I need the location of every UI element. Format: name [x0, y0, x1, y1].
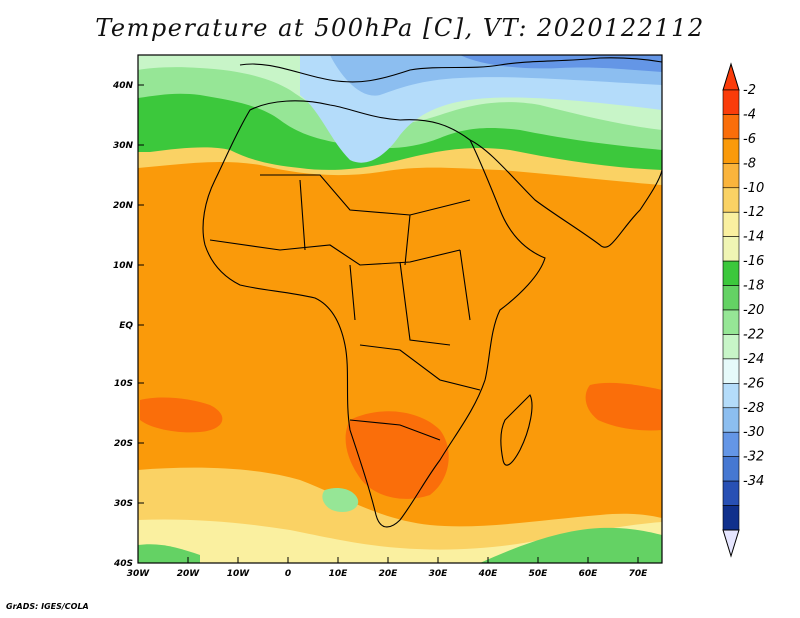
- x-tick-label: 40E: [478, 569, 499, 579]
- x-tick-label: 0: [285, 569, 291, 579]
- colorbar-label: -10: [743, 181, 764, 196]
- y-tick-label: 20N: [113, 201, 134, 211]
- colorbar-swatch: [722, 358, 740, 384]
- arabia-outline: [469, 139, 662, 248]
- temperature-field: [138, 55, 662, 563]
- axis-ticks: [137, 84, 639, 564]
- colorbar-swatch: [722, 163, 740, 189]
- colorbar-swatch: [722, 309, 740, 335]
- colorbar: -2 -4 -6 -8 -10 -12 -14 -16 -18 -20 -22 -24 -26 -28 -3…: [722, 62, 764, 558]
- y-tick-label: 20S: [114, 439, 133, 449]
- y-tick-label: 40N: [112, 81, 134, 91]
- colorbar-swatch: [722, 456, 740, 482]
- y-tick-label: 40S: [113, 559, 133, 569]
- africa-outline: [202, 100, 546, 528]
- field-band-4b: [140, 397, 223, 433]
- x-tick-label: 70E: [629, 569, 649, 579]
- colorbar-label: -8: [743, 156, 756, 171]
- x-tick-label: 30E: [429, 569, 449, 579]
- colorbar-swatch: [722, 187, 740, 213]
- colorbar-label: -32: [743, 450, 764, 465]
- y-tick-label: 30S: [114, 499, 133, 509]
- colorbar-swatch: [722, 138, 740, 164]
- x-tick-label: 10E: [329, 569, 349, 579]
- coastlines: [202, 57, 662, 528]
- y-axis-labels: 40N 30N 20N 10N EQ 10S 20S 30S 40S: [112, 81, 134, 569]
- colorbar-swatch: [722, 505, 740, 531]
- colorbar-swatch: [722, 236, 740, 262]
- madagascar-outline: [500, 394, 533, 466]
- x-tick-label: 10W: [227, 569, 251, 579]
- colorbar-label: -28: [743, 401, 764, 416]
- colorbar-label: -4: [743, 107, 756, 122]
- colorbar-swatch: [722, 334, 740, 360]
- plot-frame: [137, 54, 663, 564]
- colorbar-label: -30: [743, 425, 764, 440]
- colorbar-top-arrow: [722, 62, 740, 91]
- country-borders: [209, 174, 481, 441]
- field-band-4c: [585, 382, 662, 431]
- colorbar-swatch: [722, 431, 740, 457]
- field-band-16s: [480, 527, 662, 563]
- colorbar-label: -20: [743, 303, 764, 318]
- credit-label: GrADS: IGES/COLA: [6, 602, 89, 611]
- x-tick-label: 30W: [127, 569, 151, 579]
- y-tick-label: 10N: [113, 261, 134, 271]
- colorbar-label: -2: [743, 83, 756, 98]
- colorbar-swatch: [722, 383, 740, 409]
- colorbar-label: -24: [743, 352, 764, 367]
- field-band-26: [460, 55, 662, 72]
- x-tick-label: 20E: [379, 569, 399, 579]
- x-tick-label: 60E: [579, 569, 599, 579]
- x-axis-labels: 30W 20W 10W 0 10E 20E 30E 40E 50E 60E 70…: [127, 569, 648, 579]
- colorbar-swatch: [722, 260, 740, 286]
- colorbar-label: -14: [743, 230, 764, 245]
- colorbar-label: -6: [743, 132, 756, 147]
- colorbar-label: -26: [743, 376, 764, 391]
- field-band-16sw: [138, 544, 200, 563]
- colorbar-label: -12: [743, 205, 764, 220]
- colorbar-bottom-arrow: [722, 529, 740, 558]
- y-tick-label: 30N: [113, 141, 134, 151]
- colorbar-swatch: [722, 407, 740, 433]
- colorbar-label: -22: [743, 327, 764, 342]
- colorbar-label: -34: [743, 474, 764, 489]
- colorbar-swatch: [722, 211, 740, 237]
- colorbar-label: -18: [743, 279, 764, 294]
- colorbar-swatch: [722, 285, 740, 311]
- y-tick-label: EQ: [119, 321, 133, 331]
- x-tick-label: 50E: [529, 569, 549, 579]
- x-tick-label: 20W: [177, 569, 201, 579]
- y-tick-label: 10S: [114, 379, 133, 389]
- map-title: Temperature at 500hPa [C], VT: 202012211…: [95, 14, 705, 42]
- colorbar-swatch: [722, 114, 740, 140]
- colorbar-swatch: [722, 480, 740, 506]
- colorbar-label: -16: [743, 254, 764, 269]
- colorbar-swatch: [722, 89, 740, 115]
- europe-coast: [239, 57, 662, 83]
- field-cold-spot: [322, 488, 359, 512]
